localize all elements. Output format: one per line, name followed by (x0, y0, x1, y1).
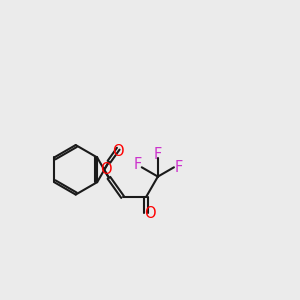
Text: O: O (112, 144, 124, 159)
Text: O: O (100, 162, 112, 177)
Text: F: F (134, 157, 142, 172)
Text: F: F (154, 147, 162, 162)
Text: F: F (174, 160, 182, 175)
Text: O: O (144, 206, 156, 220)
